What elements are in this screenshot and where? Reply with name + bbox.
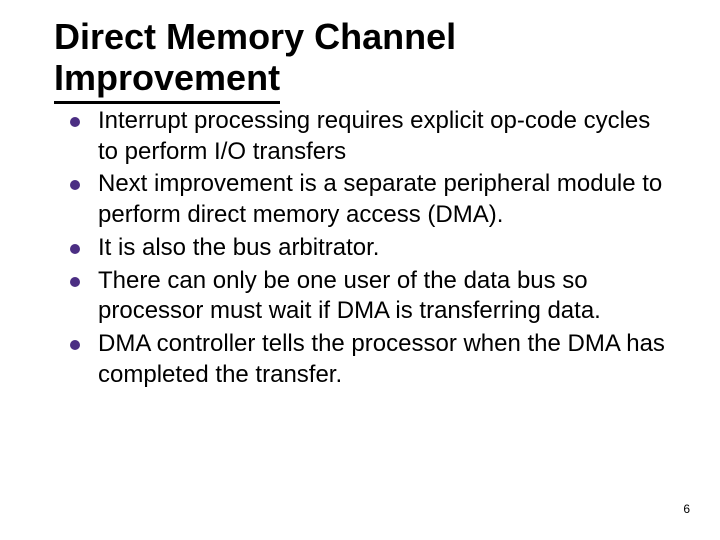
title-line-1: Direct Memory Channel: [54, 16, 456, 57]
list-item: There can only be one user of the data b…: [70, 266, 670, 327]
list-item: DMA controller tells the processor when …: [70, 329, 670, 390]
list-item: It is also the bus arbitrator.: [70, 233, 670, 264]
bullet-icon: [70, 277, 80, 287]
bullet-icon: [70, 180, 80, 190]
slide-body: Interrupt processing requires explicit o…: [70, 106, 670, 392]
title-line-2: Improvement: [54, 57, 280, 103]
page-number: 6: [683, 502, 690, 516]
list-item: Next improvement is a separate periphera…: [70, 169, 670, 230]
bullet-icon: [70, 340, 80, 350]
list-item-text: DMA controller tells the processor when …: [98, 329, 670, 390]
bullet-icon: [70, 117, 80, 127]
list-item-text: There can only be one user of the data b…: [98, 266, 670, 327]
bullet-icon: [70, 244, 80, 254]
slide-title: Direct Memory Channel Improvement: [54, 16, 674, 104]
list-item-text: Next improvement is a separate periphera…: [98, 169, 670, 230]
list-item: Interrupt processing requires explicit o…: [70, 106, 670, 167]
list-item-text: Interrupt processing requires explicit o…: [98, 106, 670, 167]
list-item-text: It is also the bus arbitrator.: [98, 233, 670, 264]
slide: Direct Memory Channel Improvement Interr…: [0, 0, 720, 540]
